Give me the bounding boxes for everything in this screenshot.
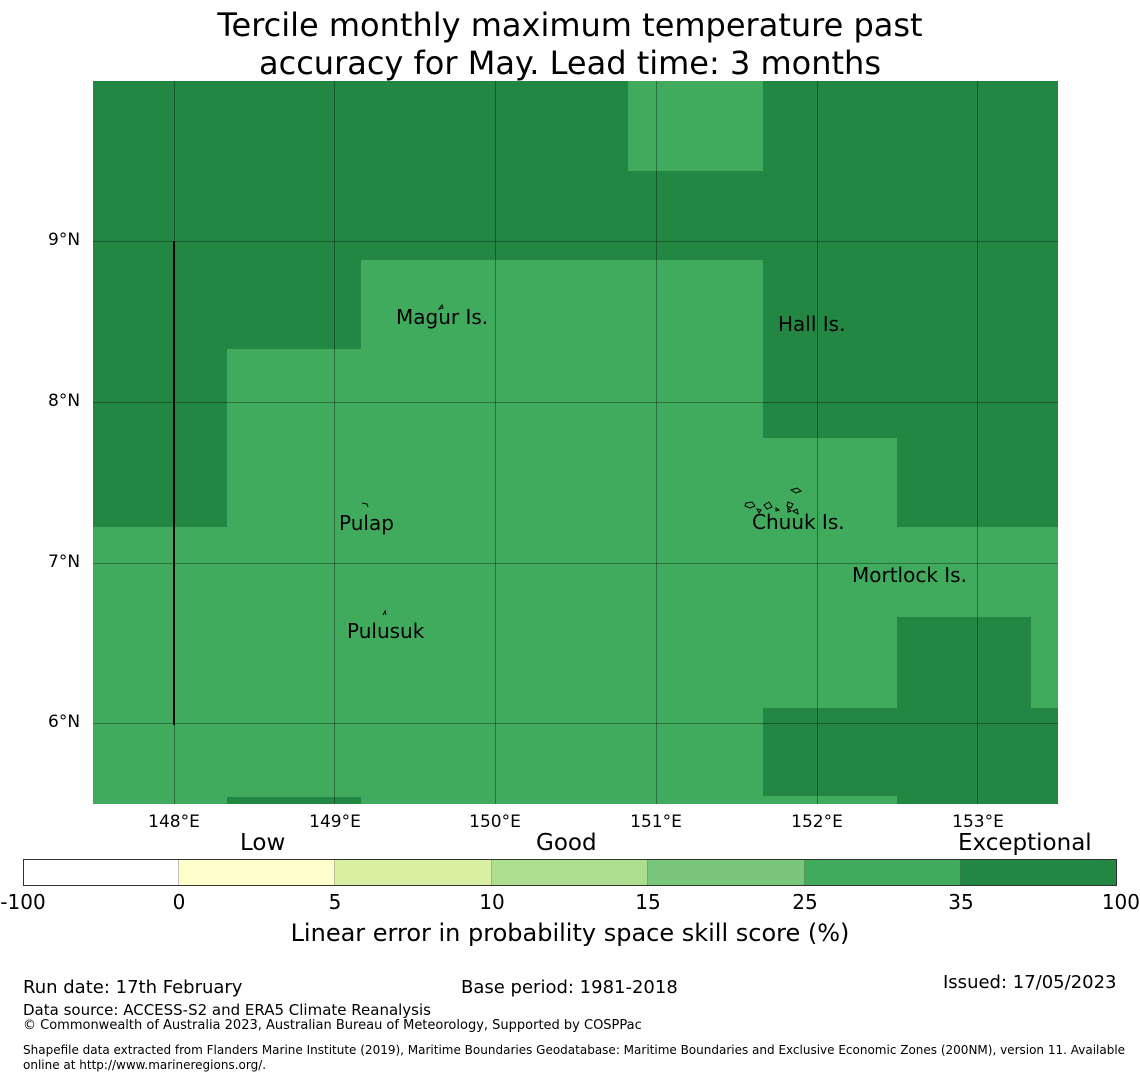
- lon-tick-label: 151°E: [630, 812, 682, 832]
- colorbar-segment: [335, 859, 492, 886]
- gridline-lat: [93, 723, 1058, 724]
- chuuk-lagoon-shape: [744, 487, 803, 516]
- map-cell-high: [361, 260, 763, 350]
- map-cell-high: [93, 796, 227, 804]
- map-cell-high: [628, 81, 763, 171]
- gridline-lon: [495, 81, 496, 804]
- colorbar-segment: [805, 859, 961, 886]
- category-label-low: Low: [240, 830, 286, 856]
- run-date: Run date: 17th February: [23, 977, 243, 998]
- lat-tick-label: 9°N: [48, 230, 81, 250]
- lat-tick-label: 8°N: [48, 391, 81, 411]
- colorbar-tick-label: 10: [479, 890, 505, 914]
- lon-tick-label: 150°E: [469, 812, 521, 832]
- colorbar-segment: [961, 859, 1117, 886]
- lat-tick-label: 6°N: [48, 712, 81, 732]
- place-label-magur: Magur Is.: [396, 305, 489, 329]
- place-label-pulap: Pulap: [339, 511, 394, 535]
- shapefile-credit-line-2: online at http://www.marineregions.org/.: [23, 1058, 267, 1072]
- colorbar-tick-label: -100: [0, 890, 46, 914]
- colorbar: [23, 859, 1117, 886]
- place-label-mortlock: Mortlock Is.: [852, 563, 967, 587]
- category-label-exceptional: Exceptional: [958, 830, 1092, 856]
- colorbar-tick-label: 15: [635, 890, 661, 914]
- chart-title: Tercile monthly maximum temperature past…: [0, 6, 1140, 82]
- place-label-hall: Hall Is.: [778, 312, 846, 336]
- base-period: Base period: 1981-2018: [461, 977, 678, 998]
- map-cell-high: [93, 707, 763, 797]
- gridline-lon: [977, 81, 978, 804]
- skill-map: [93, 81, 1058, 804]
- category-label-good: Good: [536, 830, 597, 856]
- map-cell-high: [763, 796, 897, 804]
- lon-tick-label: 153°E: [952, 812, 1004, 832]
- gridline-lon: [817, 81, 818, 804]
- colorbar-title: Linear error in probability space skill …: [290, 919, 850, 947]
- gridline-lat: [93, 563, 1058, 564]
- lon-tick-label: 148°E: [148, 812, 200, 832]
- gridline-lon: [656, 81, 657, 804]
- colorbar-segment: [648, 859, 805, 886]
- colorbar-segment: [492, 859, 648, 886]
- lon-tick-label: 152°E: [791, 812, 843, 832]
- colorbar-frame: [23, 859, 1117, 886]
- title-line-1: Tercile monthly maximum temperature past: [217, 6, 923, 44]
- map-cell-high: [227, 349, 763, 439]
- title-line-2: accuracy for May. Lead time: 3 months: [258, 44, 881, 82]
- map-cell-high: [93, 527, 1058, 617]
- map-cell-high: [93, 616, 897, 708]
- place-label-pulusuk: Pulusuk: [347, 619, 425, 643]
- pulap-island-shape: [361, 502, 369, 508]
- island-outlines: [361, 303, 803, 616]
- colorbar-tick-label: 5: [328, 890, 342, 914]
- map-cell-high: [1031, 616, 1058, 708]
- lat-tick-label: 7°N: [48, 552, 81, 572]
- shapefile-credit-line-1: Shapefile data extracted from Flanders M…: [23, 1043, 1126, 1057]
- magur-island-shape: [437, 303, 444, 310]
- maritime-boundary-line: [173, 241, 175, 725]
- colorbar-tick-label: 100: [1101, 890, 1140, 914]
- map-cell-high: [361, 796, 763, 804]
- colorbar-tick-label: 35: [948, 890, 974, 914]
- place-label-chuuk: Chuuk Is.: [752, 510, 845, 534]
- pulusuk-island-shape: [382, 609, 387, 616]
- colorbar-segment: [23, 859, 179, 886]
- copyright: © Commonwealth of Australia 2023, Austra…: [23, 1018, 642, 1033]
- colorbar-segment: [179, 859, 335, 886]
- gridline-lat: [93, 241, 1058, 242]
- map-cell-high: [227, 438, 897, 528]
- colorbar-tick-label: 0: [172, 890, 186, 914]
- gridline-lon: [334, 81, 335, 804]
- data-source: Data source: ACCESS-S2 and ERA5 Climate …: [23, 1001, 431, 1019]
- gridline-lat: [93, 402, 1058, 403]
- colorbar-tick-label: 25: [792, 890, 818, 914]
- issued-date: Issued: 17/05/2023: [943, 972, 1117, 993]
- lon-tick-label: 149°E: [309, 812, 361, 832]
